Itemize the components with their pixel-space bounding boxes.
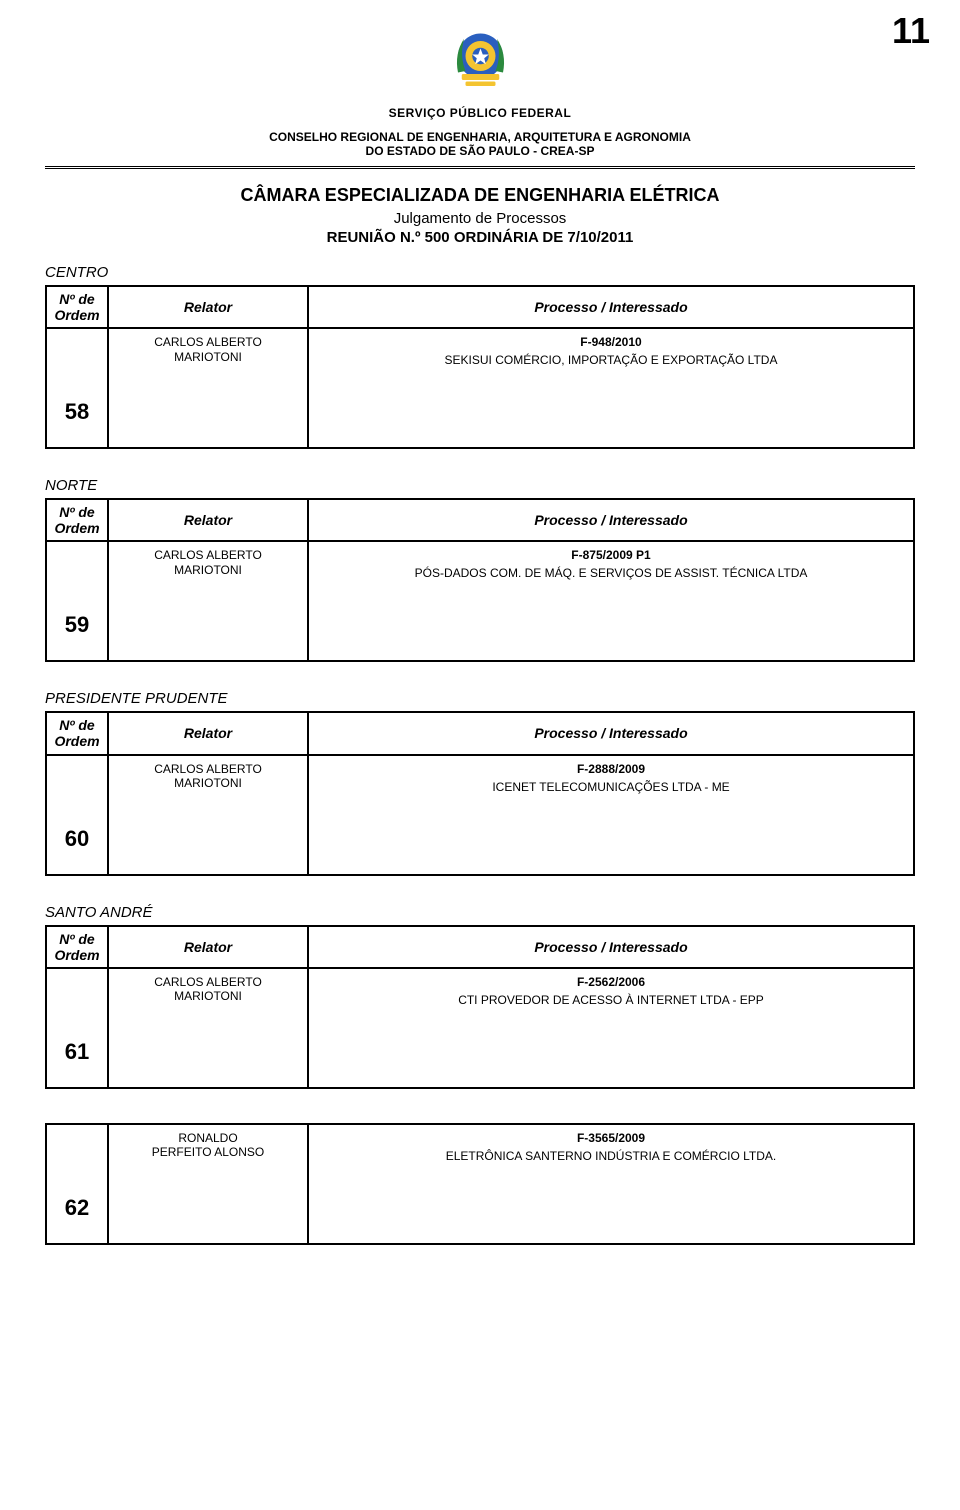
relator-value: CARLOS ALBERTO MARIOTONI (108, 968, 308, 1088)
process-table: Nº deOrdem Relator Processo / Interessad… (45, 285, 915, 449)
section-label: PRESIDENTE PRUDENTE (45, 690, 915, 707)
process-table: Nº deOrdem Relator Processo / Interessad… (45, 925, 915, 1089)
table-header-row: Nº deOrdem Relator Processo / Interessad… (46, 712, 914, 754)
processo-value: F-2562/2006 CTI PROVEDOR DE ACESSO À INT… (308, 968, 914, 1088)
section-label: SANTO ANDRÉ (45, 904, 915, 921)
process-number: F-3565/2009 (319, 1131, 903, 1145)
header-council-line: CONSELHO REGIONAL DE ENGENHARIA, ARQUITE… (0, 130, 960, 144)
section-norte: NORTE Nº deOrdem Relator Processo / Inte… (45, 477, 915, 662)
processo-value: F-875/2009 P1 PÓS-DADOS COM. DE MÁQ. E S… (308, 541, 914, 661)
section-label: CENTRO (45, 264, 915, 281)
table-row: 59 CARLOS ALBERTO MARIOTONI F-875/2009 P… (46, 541, 914, 661)
letterhead: SERVIÇO PÚBLICO FEDERAL CONSELHO REGIONA… (0, 0, 960, 246)
table-header-row: Nº deOrdem Relator Processo / Interessad… (46, 926, 914, 968)
ordem-value: 58 (46, 328, 108, 448)
process-table: Nº deOrdem Relator Processo / Interessad… (45, 498, 915, 662)
col-ordem: Nº deOrdem (46, 499, 108, 541)
col-ordem: Nº deOrdem (46, 286, 108, 328)
table-row: 58 CARLOS ALBERTO MARIOTONI F-948/2010 S… (46, 328, 914, 448)
relator-value: CARLOS ALBERTO MARIOTONI (108, 541, 308, 661)
col-relator: Relator (108, 286, 308, 328)
relator-value: CARLOS ALBERTO MARIOTONI (108, 328, 308, 448)
col-relator: Relator (108, 926, 308, 968)
processo-value: F-948/2010 SEKISUI COMÉRCIO, IMPORTAÇÃO … (308, 328, 914, 448)
relator-value: RONALDO PERFEITO ALONSO (108, 1124, 308, 1244)
col-ordem: Nº deOrdem (46, 712, 108, 754)
processo-value: F-2888/2009 ICENET TELECOMUNICAÇÕES LTDA… (308, 755, 914, 875)
process-party: ICENET TELECOMUNICAÇÕES LTDA - ME (319, 780, 903, 794)
ordem-value: 59 (46, 541, 108, 661)
ordem-value: 61 (46, 968, 108, 1088)
col-processo: Processo / Interessado (308, 712, 914, 754)
section-santo-andre: SANTO ANDRÉ Nº deOrdem Relator Processo … (45, 904, 915, 1245)
brazil-coat-of-arms-icon (443, 20, 518, 95)
table-row: 61 CARLOS ALBERTO MARIOTONI F-2562/2006 … (46, 968, 914, 1088)
process-party: ELETRÔNICA SANTERNO INDÚSTRIA E COMÉRCIO… (319, 1149, 903, 1163)
table-header-row: Nº deOrdem Relator Processo / Interessad… (46, 499, 914, 541)
section-presidente-prudente: PRESIDENTE PRUDENTE Nº deOrdem Relator P… (45, 690, 915, 875)
process-number: F-2562/2006 (319, 975, 903, 989)
col-ordem: Nº deOrdem (46, 926, 108, 968)
process-party: CTI PROVEDOR DE ACESSO À INTERNET LTDA -… (319, 993, 903, 1007)
ordem-value: 60 (46, 755, 108, 875)
document-subtitle: Julgamento de Processos (0, 210, 960, 227)
page-number: 11 (892, 10, 930, 52)
process-party: SEKISUI COMÉRCIO, IMPORTAÇÃO E EXPORTAÇÃ… (319, 353, 903, 367)
section-centro: CENTRO Nº deOrdem Relator Processo / Int… (45, 264, 915, 449)
col-processo: Processo / Interessado (308, 926, 914, 968)
process-table: Nº deOrdem Relator Processo / Interessad… (45, 711, 915, 875)
header-service-line: SERVIÇO PÚBLICO FEDERAL (0, 106, 960, 120)
row-gap (45, 1089, 915, 1123)
header-divider (45, 166, 915, 169)
header-state-line: DO ESTADO DE SÃO PAULO - CREA-SP (0, 144, 960, 158)
document-title: CÂMARA ESPECIALIZADA DE ENGENHARIA ELÉTR… (0, 185, 960, 206)
col-relator: Relator (108, 499, 308, 541)
process-number: F-2888/2009 (319, 762, 903, 776)
meeting-info: REUNIÃO N.º 500 ORDINÁRIA DE 7/10/2011 (0, 229, 960, 246)
table-row: 62 RONALDO PERFEITO ALONSO F-3565/2009 E… (46, 1124, 914, 1244)
process-party: PÓS-DADOS COM. DE MÁQ. E SERVIÇOS DE ASS… (319, 566, 903, 580)
table-row: 60 CARLOS ALBERTO MARIOTONI F-2888/2009 … (46, 755, 914, 875)
col-relator: Relator (108, 712, 308, 754)
table-header-row: Nº deOrdem Relator Processo / Interessad… (46, 286, 914, 328)
section-label: NORTE (45, 477, 915, 494)
processo-value: F-3565/2009 ELETRÔNICA SANTERNO INDÚSTRI… (308, 1124, 914, 1244)
process-number: F-875/2009 P1 (319, 548, 903, 562)
relator-value: CARLOS ALBERTO MARIOTONI (108, 755, 308, 875)
process-table: 62 RONALDO PERFEITO ALONSO F-3565/2009 E… (45, 1123, 915, 1245)
col-processo: Processo / Interessado (308, 499, 914, 541)
col-processo: Processo / Interessado (308, 286, 914, 328)
ordem-value: 62 (46, 1124, 108, 1244)
process-number: F-948/2010 (319, 335, 903, 349)
